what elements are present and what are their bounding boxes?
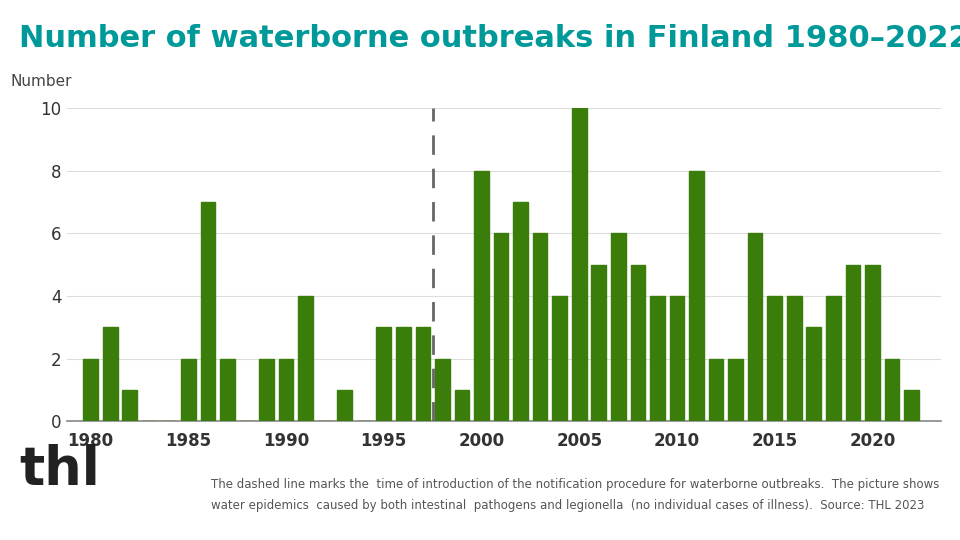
Text: thl: thl: [19, 444, 100, 496]
Bar: [884, 359, 900, 421]
Bar: [631, 265, 645, 421]
Bar: [572, 108, 587, 421]
Bar: [181, 359, 196, 421]
Bar: [806, 327, 821, 421]
Bar: [278, 359, 294, 421]
Bar: [787, 296, 802, 421]
Bar: [708, 359, 724, 421]
Bar: [376, 327, 391, 421]
Bar: [591, 265, 606, 421]
Bar: [396, 327, 411, 421]
Bar: [493, 233, 509, 421]
Text: water epidemics  caused by both intestinal  pathogens and legionella  (no indivi: water epidemics caused by both intestina…: [211, 500, 924, 512]
Bar: [123, 390, 137, 421]
Text: The dashed line marks the  time of introduction of the notification procedure fo: The dashed line marks the time of introd…: [211, 478, 940, 491]
Bar: [767, 296, 782, 421]
Bar: [865, 265, 879, 421]
Bar: [650, 296, 664, 421]
Bar: [670, 296, 684, 421]
Bar: [514, 202, 528, 421]
Text: Number of waterborne outbreaks in Finland 1980–2022: Number of waterborne outbreaks in Finlan…: [19, 24, 960, 53]
Bar: [474, 171, 489, 421]
Bar: [299, 296, 313, 421]
Bar: [416, 327, 430, 421]
Bar: [826, 296, 841, 421]
Bar: [729, 359, 743, 421]
Bar: [611, 233, 626, 421]
Bar: [259, 359, 274, 421]
Bar: [220, 359, 235, 421]
Bar: [455, 390, 469, 421]
Bar: [552, 296, 567, 421]
Bar: [748, 233, 762, 421]
Bar: [533, 233, 547, 421]
Bar: [435, 359, 450, 421]
Text: Number: Number: [11, 74, 72, 89]
Bar: [904, 390, 919, 421]
Bar: [846, 265, 860, 421]
Bar: [201, 202, 215, 421]
Bar: [689, 171, 704, 421]
Bar: [84, 359, 98, 421]
Bar: [337, 390, 352, 421]
Bar: [103, 327, 117, 421]
